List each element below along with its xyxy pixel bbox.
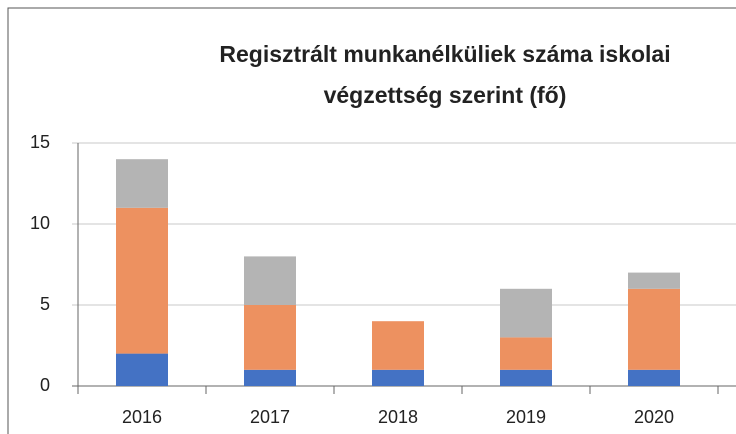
x-tick-label: 2020 — [634, 407, 674, 427]
bar-segment — [244, 256, 296, 305]
bar-segment — [500, 288, 552, 338]
bar-segment — [628, 288, 680, 370]
bar-segment — [116, 159, 168, 208]
bar-segment — [628, 369, 680, 386]
y-tick-label: 0 — [40, 375, 50, 395]
y-tick-label: 10 — [30, 213, 50, 233]
bar-segment — [244, 305, 296, 370]
bar-segment — [500, 337, 552, 370]
x-tick-label: 2017 — [250, 407, 290, 427]
x-tick-label: 2018 — [378, 407, 418, 427]
x-tick-label: 2016 — [122, 407, 162, 427]
bar-segment — [116, 207, 168, 354]
chart-title: Regisztrált munkanélküliek száma iskolai — [219, 41, 670, 67]
bar-segment — [116, 353, 168, 386]
bar-segment — [372, 321, 424, 370]
bar-segment — [500, 369, 552, 386]
chart-title: végzettség szerint (fő) — [324, 82, 567, 108]
x-tick-label: 2019 — [506, 407, 546, 427]
bar-segment — [372, 369, 424, 386]
bar-segment — [244, 369, 296, 386]
bar-segment — [628, 272, 680, 289]
y-tick-label: 15 — [30, 132, 50, 152]
y-tick-label: 5 — [40, 294, 50, 314]
